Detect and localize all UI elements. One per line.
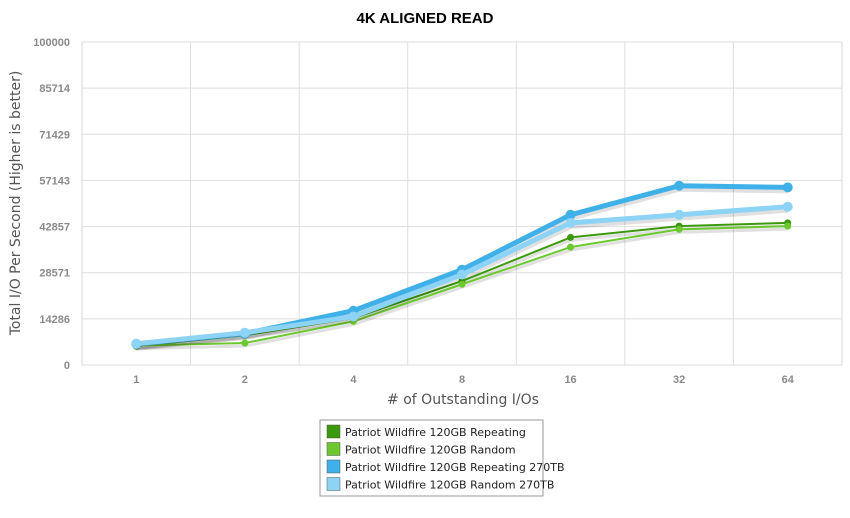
data-point: [674, 180, 685, 191]
legend-label: Patriot Wildfire 120GB Repeating: [345, 426, 526, 439]
y-tick-label: 100000: [33, 37, 70, 49]
data-point: [458, 280, 466, 288]
y-axis-ticks: 0 14286 28571 42857 57143 71429 85714 100000: [33, 37, 71, 372]
plot-area: [81, 41, 843, 366]
data-point: [131, 338, 142, 349]
data-point: [565, 209, 576, 220]
data-point: [782, 182, 793, 193]
series-4: [131, 201, 793, 350]
x-tick-label: 2: [242, 374, 248, 386]
x-tick-label: 32: [673, 374, 685, 386]
x-tick-label: 8: [459, 374, 465, 386]
legend: Patriot Wildfire 120GB Repeating Patriot …: [319, 419, 565, 497]
y-axis-label: Total I/O Per Second (Higher is better): [8, 71, 24, 337]
x-tick-label: 16: [564, 374, 576, 386]
series-layer: [131, 180, 793, 351]
x-axis-ticks: 1 2 4 8 16 32 64: [133, 374, 794, 386]
legend-swatch: [326, 459, 341, 474]
y-tick-label: 71429: [39, 129, 70, 141]
y-tick-label: 57143: [39, 175, 70, 187]
data-point: [784, 222, 792, 230]
grid-lines: [82, 41, 842, 366]
legend-label: Patriot Wildfire 120GB Repeating 270TB: [345, 461, 565, 474]
x-tick-label: 64: [782, 374, 795, 386]
data-point: [675, 225, 683, 233]
legend-swatch: [326, 477, 341, 491]
data-point: [674, 209, 685, 220]
y-tick-label: 85714: [39, 83, 70, 95]
legend-box: [319, 419, 544, 497]
data-point: [348, 311, 359, 322]
legend-items: Patriot Wildfire 120GB Repeating Patriot …: [326, 424, 565, 492]
legend-swatch: [326, 442, 341, 456]
x-tick-label: 4: [350, 374, 357, 386]
data-point: [241, 339, 249, 347]
data-point: [782, 201, 793, 212]
x-tick-label: 1: [133, 374, 139, 386]
data-point: [567, 233, 575, 241]
chart-title: 4K ALIGNED READ: [357, 10, 494, 27]
x-axis-label: # of Outstanding I/Os: [387, 392, 539, 408]
data-point: [457, 269, 467, 280]
y-tick-label: 14286: [39, 314, 70, 326]
legend-label: Patriot Wildfire 120GB Random 270TB: [345, 479, 554, 492]
data-point: [567, 243, 575, 251]
legend-label: Patriot Wildfire 120GB Random: [345, 444, 516, 457]
plot-background: [81, 41, 843, 366]
data-point: [565, 217, 576, 228]
y-tick-label: 0: [64, 360, 70, 372]
data-point: [239, 327, 250, 338]
y-tick-label: 28571: [39, 268, 70, 280]
y-tick-label: 42857: [39, 222, 70, 234]
legend-swatch: [326, 424, 341, 439]
